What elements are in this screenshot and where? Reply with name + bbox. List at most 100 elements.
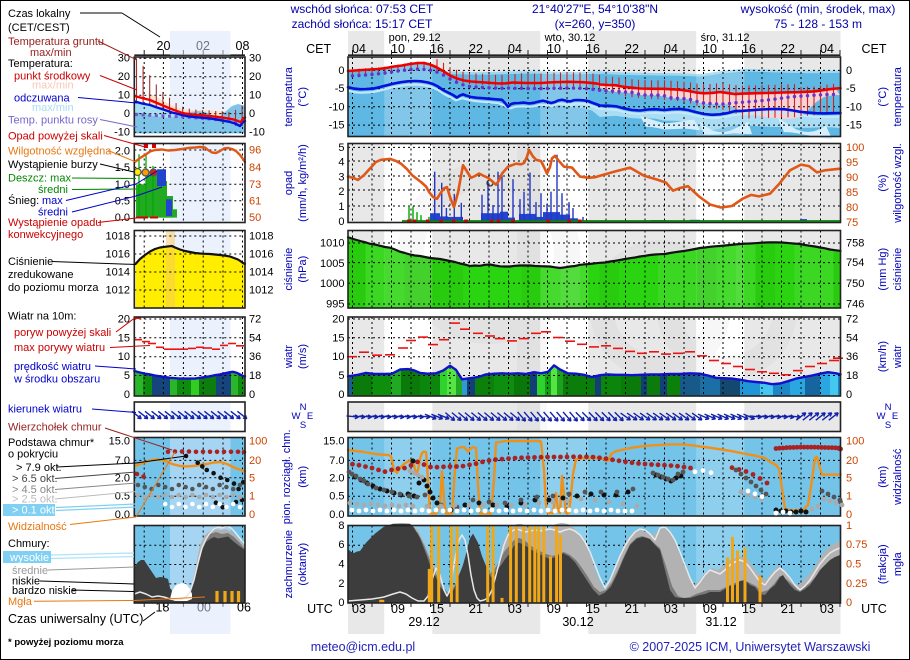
svg-text:niskie: niskie: [12, 576, 40, 588]
svg-text:-10: -10: [329, 101, 345, 113]
svg-text:31.12: 31.12: [705, 615, 736, 629]
svg-text:* powyżej poziomu morza: * powyżej poziomu morza: [8, 637, 124, 648]
svg-text:21: 21: [625, 602, 639, 616]
svg-text:15: 15: [332, 332, 344, 344]
svg-text:7.0: 7.0: [115, 455, 130, 467]
svg-text:zachód słońca: 15:17 CET: zachód słońca: 15:17 CET: [292, 17, 433, 31]
svg-text:prędkość wiatru: prędkość wiatru: [14, 361, 91, 373]
svg-text:temperatura: temperatura: [892, 66, 904, 126]
svg-text:(°C): (°C): [877, 87, 889, 107]
svg-text:wschód słońca: 07:53 CET: wschód słońca: 07:53 CET: [290, 2, 434, 16]
svg-text:> 4.5 okt.: > 4.5 okt.: [12, 484, 58, 496]
svg-text:0.5: 0.5: [115, 196, 130, 208]
svg-text:(frakcja): (frakcja): [877, 544, 889, 584]
svg-text:w środku obszaru: w środku obszaru: [13, 374, 100, 386]
svg-text:20: 20: [157, 39, 171, 53]
svg-text:S: S: [300, 420, 306, 431]
svg-text:S: S: [885, 420, 891, 431]
svg-text:max/min: max/min: [32, 102, 74, 114]
svg-text:Opad powyżej skali: Opad powyżej skali: [8, 131, 103, 143]
svg-text:20: 20: [118, 71, 130, 83]
svg-text:Czas uniwersalny (UTC): Czas uniwersalny (UTC): [8, 612, 143, 626]
svg-text:wysokie: wysokie: [9, 552, 49, 564]
svg-text:Wiatr na 10m:: Wiatr na 10m:: [8, 311, 76, 323]
svg-text:kierunek wiatru: kierunek wiatru: [8, 404, 82, 416]
svg-text:15.0: 15.0: [109, 436, 130, 448]
svg-text:Wystąpienie opadu: Wystąpienie opadu: [8, 217, 101, 229]
svg-text:995: 995: [326, 298, 344, 310]
svg-text:Temperatura:: Temperatura:: [8, 58, 73, 70]
svg-text:Podstawa chmur*: Podstawa chmur*: [8, 437, 95, 449]
svg-text:16: 16: [430, 42, 444, 56]
svg-text:1016: 1016: [106, 249, 130, 261]
svg-text:-15: -15: [846, 120, 862, 132]
svg-text:18: 18: [249, 370, 261, 382]
svg-text:o pokryciu: o pokryciu: [8, 449, 58, 461]
svg-text:(km/h): (km/h): [877, 341, 889, 372]
svg-text:5: 5: [249, 472, 255, 484]
svg-text:0: 0: [249, 389, 255, 401]
svg-text:odczuwana: odczuwana: [14, 93, 71, 105]
svg-text:1: 1: [338, 201, 344, 213]
svg-text:ciśnienie: ciśnienie: [892, 248, 904, 291]
svg-text:08: 08: [236, 39, 250, 53]
svg-text:(%): (%): [877, 174, 889, 191]
svg-text:100: 100: [249, 436, 267, 448]
svg-text:wysokość (min, środek, max): wysokość (min, środek, max): [740, 2, 896, 16]
svg-text:Widzialność: Widzialność: [8, 521, 67, 533]
svg-text:75: 75: [846, 217, 858, 229]
svg-text:03: 03: [820, 602, 834, 616]
svg-text:5: 5: [846, 472, 852, 484]
svg-text:0.5: 0.5: [115, 491, 130, 503]
svg-text:0: 0: [338, 597, 344, 609]
svg-text:09: 09: [391, 602, 405, 616]
svg-text:10: 10: [249, 90, 261, 102]
svg-text:15.0: 15.0: [323, 436, 344, 448]
svg-text:opad: opad: [283, 171, 295, 195]
svg-text:-15: -15: [329, 120, 345, 132]
svg-text:1018: 1018: [106, 231, 130, 243]
svg-text:1.5: 1.5: [115, 162, 130, 174]
svg-text:96: 96: [249, 145, 261, 157]
svg-text:> 6.5 okt.: > 6.5 okt.: [12, 473, 58, 485]
svg-text:3: 3: [338, 171, 344, 183]
svg-text:zachmurzenie: zachmurzenie: [283, 530, 295, 598]
svg-text:22: 22: [781, 42, 795, 56]
svg-text:15: 15: [742, 602, 756, 616]
svg-text:punkt środkowy: punkt środkowy: [14, 71, 91, 83]
svg-text:1014: 1014: [249, 267, 273, 279]
svg-text:max: max: [42, 195, 63, 207]
svg-text:1014: 1014: [106, 267, 130, 279]
svg-text:16: 16: [742, 42, 756, 56]
svg-text:22: 22: [625, 42, 639, 56]
svg-text:61: 61: [249, 195, 261, 207]
svg-text:20: 20: [332, 314, 344, 326]
svg-text:18: 18: [156, 601, 170, 615]
svg-text:2: 2: [338, 186, 344, 198]
svg-text:5: 5: [338, 142, 344, 154]
svg-text:21: 21: [469, 602, 483, 616]
svg-text:Czas lokalny: Czas lokalny: [8, 8, 71, 20]
svg-text:90: 90: [846, 172, 858, 184]
svg-text:-10: -10: [846, 101, 862, 113]
svg-text:Ciśnienie: Ciśnienie: [8, 256, 53, 268]
svg-text:30: 30: [118, 53, 130, 65]
svg-text:wiatr: wiatr: [283, 345, 295, 370]
svg-text:poryw powyżej skali: poryw powyżej skali: [14, 327, 111, 339]
svg-text:(CET/CEST): (CET/CEST): [8, 22, 70, 34]
svg-text:Śnieg:: Śnieg:: [8, 194, 39, 207]
svg-text:-10: -10: [249, 127, 265, 139]
svg-text:do poziomu morza: do poziomu morza: [8, 282, 99, 294]
svg-text:0.25: 0.25: [846, 578, 867, 590]
svg-text:50: 50: [249, 212, 261, 224]
svg-text:0.0: 0.0: [115, 212, 130, 224]
svg-text:100: 100: [846, 142, 864, 154]
svg-text:Wierzchołek chmur: Wierzchołek chmur: [8, 422, 102, 434]
svg-text:2.0: 2.0: [329, 472, 344, 484]
svg-text:2.0: 2.0: [115, 472, 130, 484]
svg-text:-5: -5: [846, 83, 856, 95]
svg-text:09: 09: [703, 602, 717, 616]
svg-text:0: 0: [846, 65, 852, 77]
svg-text:(m/s): (m/s): [297, 344, 309, 369]
svg-text:0.75: 0.75: [846, 539, 867, 551]
